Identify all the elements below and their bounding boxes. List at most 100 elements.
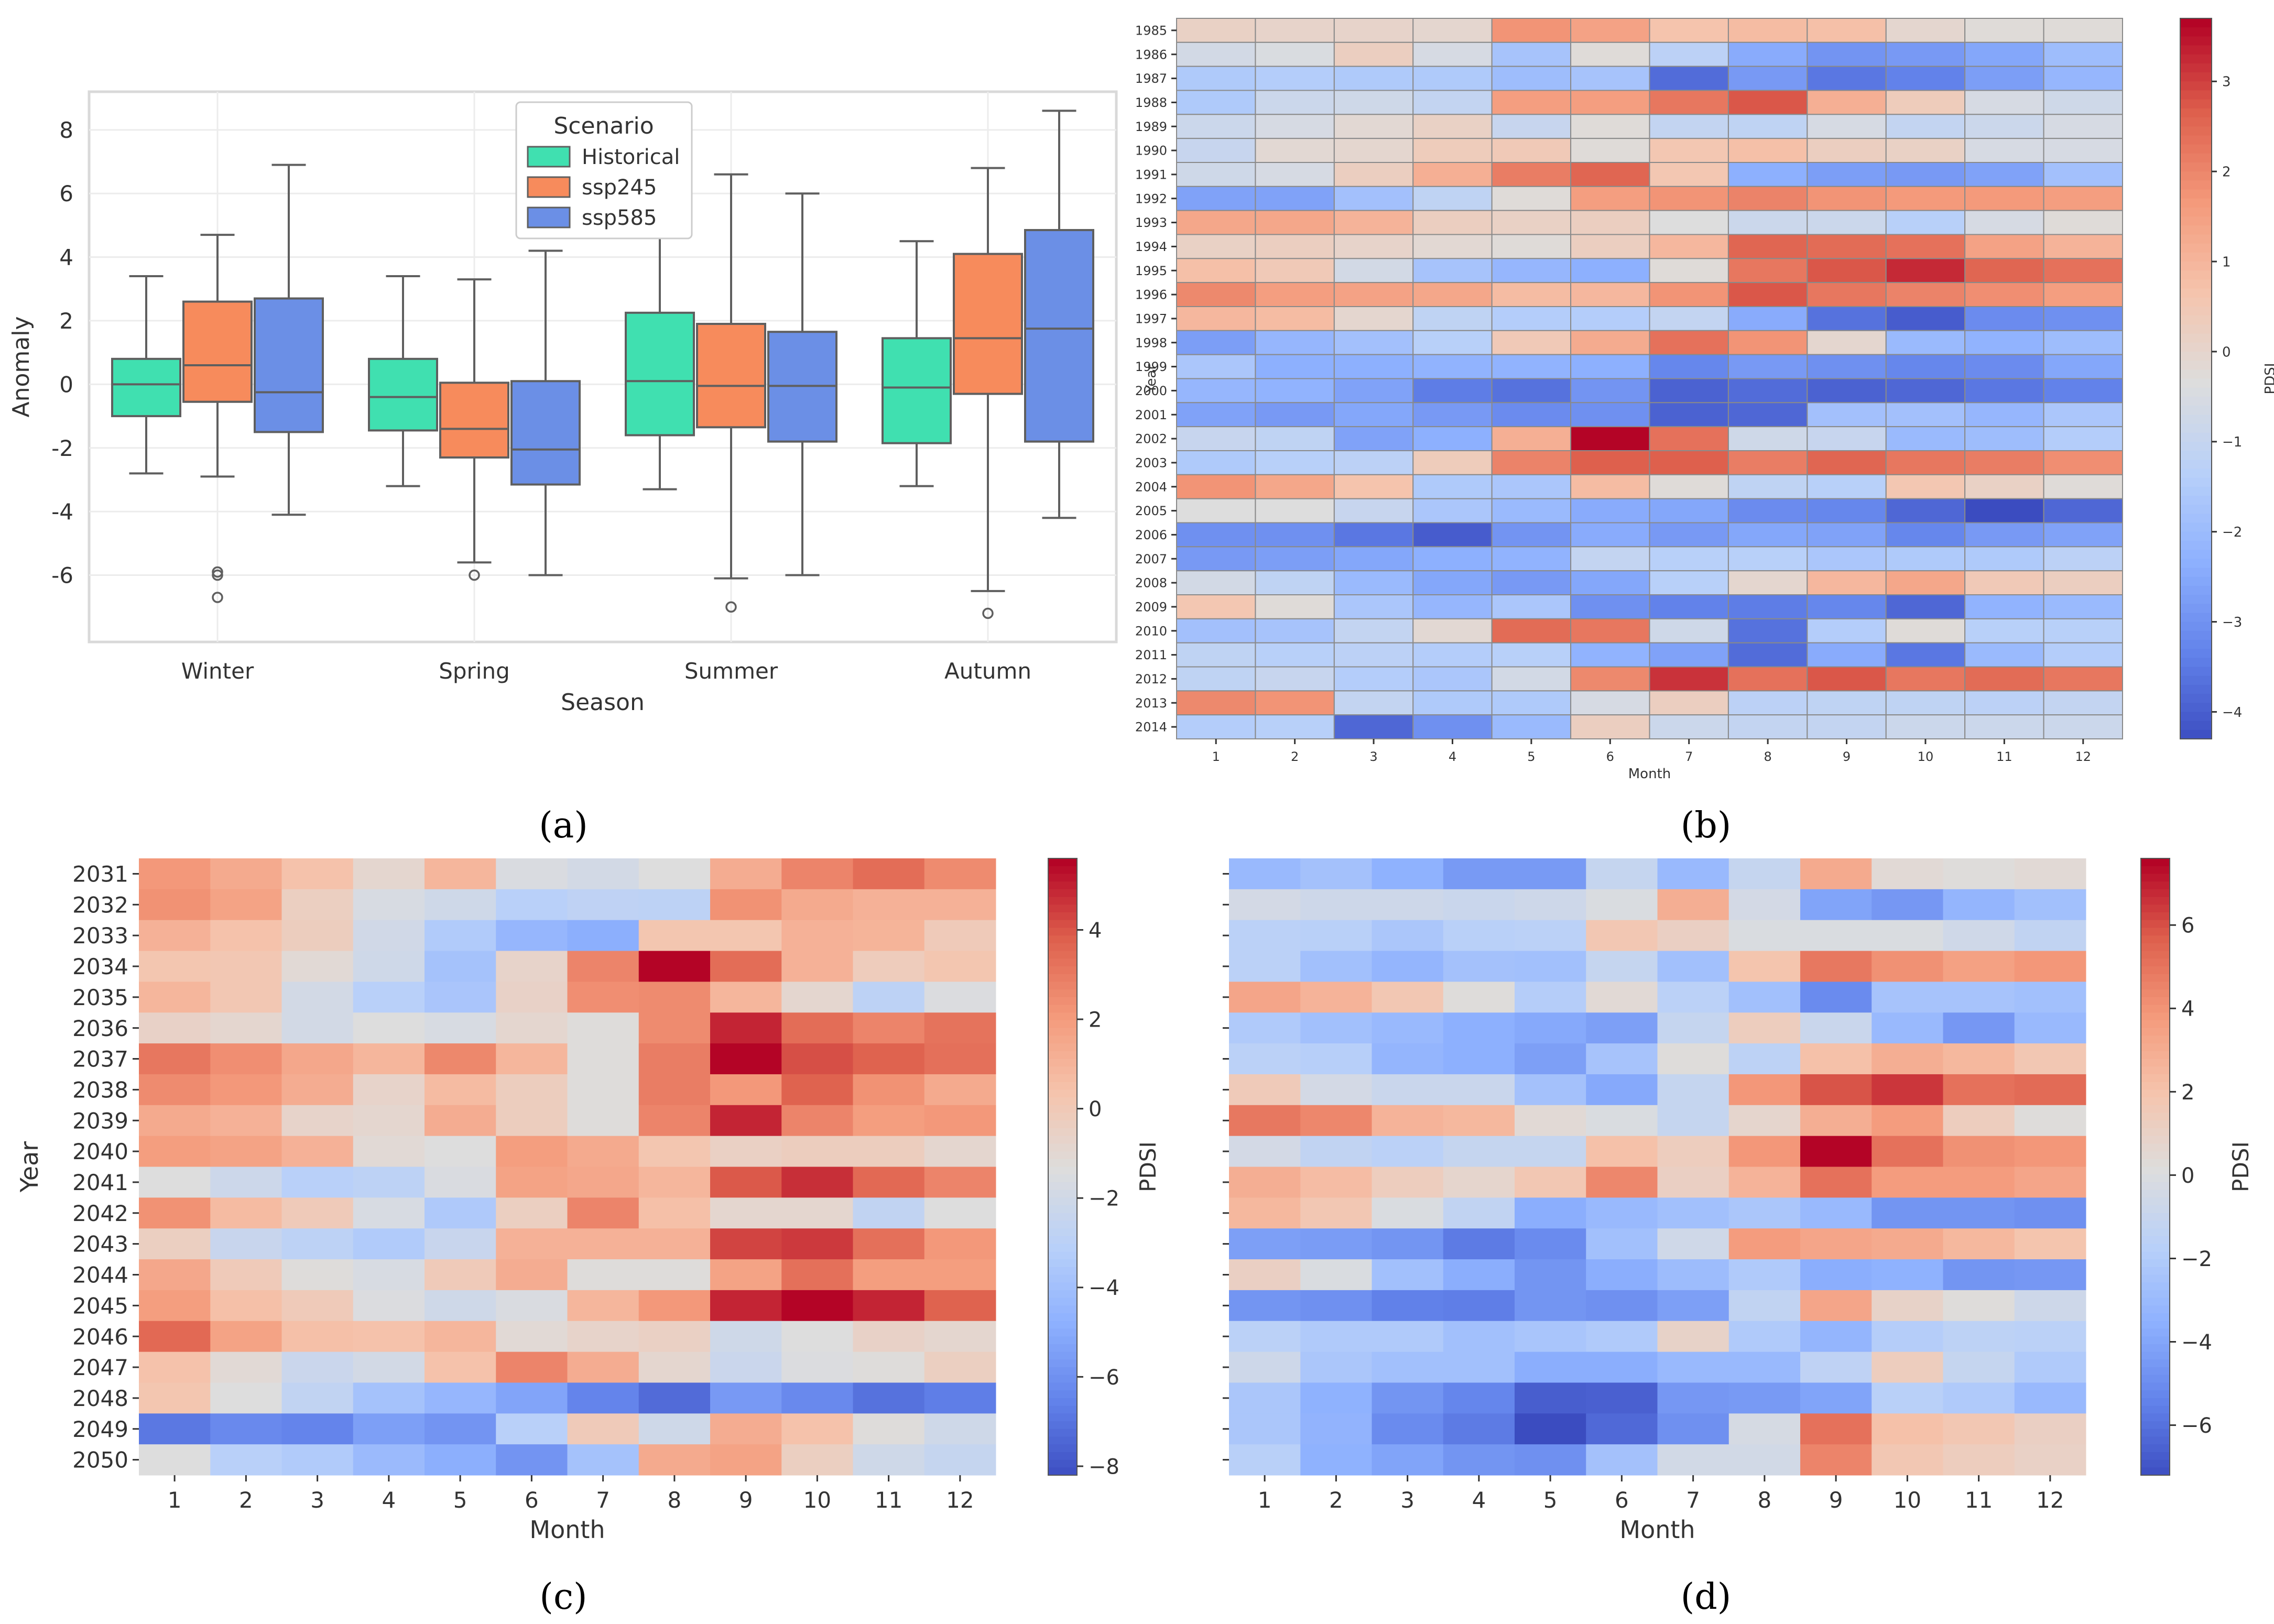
heatmap-cell	[1872, 858, 1943, 890]
heatmap-cell	[853, 1074, 925, 1106]
y-tick-label: 1998	[1135, 335, 1167, 350]
heatmap-cell	[1412, 690, 1493, 716]
heatmap-cell	[1176, 714, 1256, 739]
colorbar-segment	[2180, 207, 2212, 217]
heatmap-cell	[924, 1228, 996, 1260]
heatmap-cell	[1807, 450, 1887, 475]
heatmap-cell	[1657, 920, 1729, 952]
heatmap-cell	[1412, 594, 1493, 619]
heatmap-cell	[425, 1043, 496, 1075]
y-tick-label: -2	[51, 435, 73, 461]
heatmap-cell	[425, 1136, 496, 1167]
heatmap-cell	[1443, 1012, 1515, 1044]
heatmap-cell	[1570, 234, 1650, 259]
heatmap-cell	[1443, 920, 1515, 952]
colorbar-tick-label: 0	[2222, 344, 2231, 360]
heatmap-cell	[1300, 1197, 1372, 1229]
heatmap-cell	[1333, 330, 1414, 355]
heatmap-cell	[638, 1321, 711, 1353]
heatmap-cell	[496, 1290, 568, 1322]
colorbar-segment	[2141, 1390, 2170, 1399]
heatmap-cell	[1333, 666, 1414, 692]
heatmap-cell	[1372, 1259, 1444, 1291]
heatmap-cell	[496, 1444, 568, 1476]
heatmap-cell	[1412, 570, 1493, 595]
heatmap-cell	[1491, 666, 1572, 692]
colorbar-segment	[1048, 1467, 1077, 1476]
heatmap-cell	[1728, 1136, 1801, 1167]
colorbar-segment	[2180, 324, 2212, 334]
heatmap-cell	[1300, 951, 1372, 982]
heatmap-cell	[1443, 1259, 1515, 1291]
heatmap-cell	[1333, 474, 1414, 499]
heatmap-cell	[1728, 920, 1801, 952]
colorbar-segment	[1048, 1174, 1077, 1183]
box-ssp245	[696, 323, 766, 429]
heatmap-cell	[1255, 666, 1335, 692]
heatmap-cell	[1491, 594, 1572, 619]
heatmap-cell	[1491, 378, 1572, 404]
colorbar-segment	[2141, 997, 2170, 1006]
heatmap-cell	[638, 1167, 711, 1198]
heatmap-cell	[1333, 426, 1414, 452]
colorbar-segment	[2141, 1205, 2170, 1214]
heatmap-cell	[353, 951, 425, 982]
box-historical	[111, 357, 181, 418]
heatmap-cell	[2014, 1043, 2086, 1075]
heatmap-cell	[353, 1074, 425, 1106]
heatmap-cell	[139, 951, 211, 982]
colorbar-segment	[2180, 45, 2212, 55]
heatmap-cell	[1491, 354, 1572, 379]
heatmap-cell	[1570, 114, 1650, 139]
colorbar-tick-label: 6	[2181, 914, 2194, 938]
heatmap-cell	[1570, 162, 1650, 187]
heatmap-cell	[1728, 1197, 1801, 1229]
heatmap-cell	[1176, 186, 1256, 211]
heatmap-cell	[2043, 594, 2123, 619]
heatmap-cell	[1807, 162, 1887, 187]
colorbar-segment	[2141, 1367, 2170, 1376]
colorbar-segment	[2141, 1251, 2170, 1260]
heatmap-cell	[1807, 642, 1887, 668]
heatmap-cell	[2043, 714, 2123, 739]
colorbar-tick-label: −4	[2181, 1331, 2212, 1355]
colorbar-segment	[1048, 1421, 1077, 1430]
heatmap-cell	[1255, 210, 1335, 235]
colorbar-tick-label: 2	[1089, 1008, 1102, 1032]
y-tick-label: 2001	[1135, 408, 1167, 422]
heatmap-cell	[924, 1444, 996, 1476]
heatmap-cell	[1807, 594, 1887, 619]
colorbar-segment	[2141, 1267, 2170, 1276]
heatmap-cell	[281, 1105, 354, 1137]
heatmap-cell	[1229, 1228, 1301, 1260]
colorbar-segment	[2141, 1282, 2170, 1291]
heatmap-cell	[1727, 306, 1808, 331]
heatmap-cell	[2014, 1136, 2086, 1167]
box-ssp585	[254, 297, 324, 433]
colorbar-segment	[2141, 989, 2170, 998]
heatmap-cell	[1807, 330, 1887, 355]
colorbar-segment	[2141, 1305, 2170, 1314]
colorbar-segment	[2180, 540, 2212, 551]
heatmap-cell	[1943, 982, 2015, 1013]
heatmap-cell	[1728, 1043, 1801, 1075]
heatmap-cell	[139, 858, 211, 890]
y-tick-label: 8	[59, 117, 73, 143]
y-tick-label: 1986	[1135, 47, 1167, 62]
heatmap-cell	[1255, 330, 1335, 355]
heatmap-cell	[1964, 90, 2044, 115]
heatmap-cell	[1491, 618, 1572, 644]
colorbar-segment	[1048, 904, 1077, 913]
heatmap-cell	[1964, 618, 2044, 644]
colorbar-segment	[2141, 1382, 2170, 1391]
box-historical	[368, 357, 438, 432]
heatmap-cell	[710, 858, 782, 890]
heatmap-cell	[1727, 258, 1808, 284]
heatmap-cell	[1229, 1197, 1301, 1229]
heatmap-cell	[1570, 378, 1650, 404]
y-tick-label: 2033	[72, 923, 128, 949]
colorbar-segment	[1048, 1236, 1077, 1245]
legend-swatch	[527, 146, 571, 168]
heatmap-cell	[1657, 1444, 1729, 1476]
